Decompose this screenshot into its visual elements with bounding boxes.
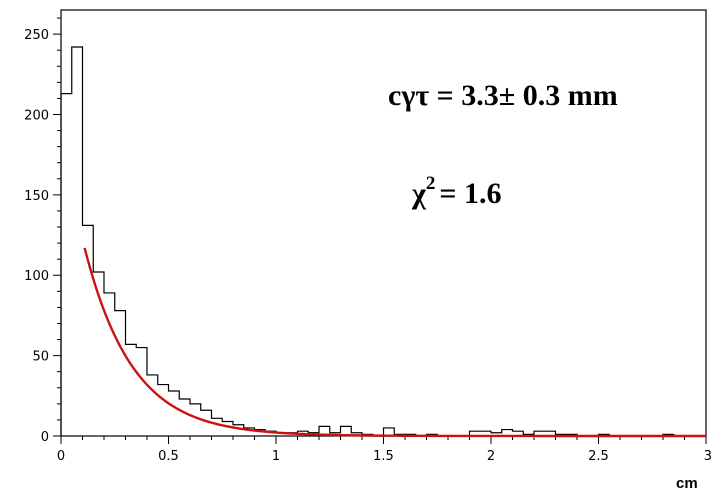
x-tick-label: 0.5 <box>158 449 179 464</box>
histogram-bin <box>72 47 83 436</box>
x-tick-label: 2.5 <box>588 449 609 464</box>
lifetime-annotation: cγτ = 3.3± 0.3 mm <box>388 79 618 112</box>
histogram-bin <box>169 391 180 436</box>
plot-frame <box>60 9 707 437</box>
chi-square-superscript: 2 <box>426 173 436 194</box>
histogram-bin <box>233 425 244 436</box>
x-tick-label: 0 <box>57 449 65 464</box>
x-tick-label: 1 <box>272 449 280 464</box>
x-tick-label: 3 <box>704 449 712 464</box>
y-tick-label: 50 <box>32 350 49 365</box>
y-tick-label: 100 <box>24 269 49 284</box>
histogram-series <box>60 46 706 437</box>
histogram-bin <box>158 385 169 436</box>
histogram-bin <box>136 348 147 436</box>
y-axis: 0 50 100 150 200 250 <box>24 17 61 445</box>
histogram-bin <box>222 422 233 436</box>
histogram-bin <box>147 375 158 436</box>
chi-symbol: χ <box>411 177 427 210</box>
histogram-bin <box>179 399 190 436</box>
histogram-outline <box>60 46 706 437</box>
y-tick-label: 250 <box>24 28 49 43</box>
x-axis-unit-label: cm <box>676 475 698 492</box>
histogram-bin <box>212 418 223 436</box>
histogram-bin <box>115 311 126 436</box>
chi-square-value: = 1.6 <box>439 177 501 210</box>
exponential-fit-curve <box>83 247 706 438</box>
x-tick-label: 2 <box>487 449 495 464</box>
plot-frame-rect <box>60 9 707 437</box>
y-tick-label: 0 <box>41 430 49 445</box>
y-tick-label: 150 <box>24 189 49 204</box>
x-axis: 0 0.5 1 1.5 2 2.5 3 <box>57 436 712 464</box>
x-tick-label: 1.5 <box>373 449 394 464</box>
chi-square-annotation: χ2 = 1.6 <box>411 173 501 210</box>
fit-curve-group <box>83 247 706 438</box>
histogram-bin <box>61 94 72 436</box>
y-tick-label: 200 <box>24 108 49 123</box>
